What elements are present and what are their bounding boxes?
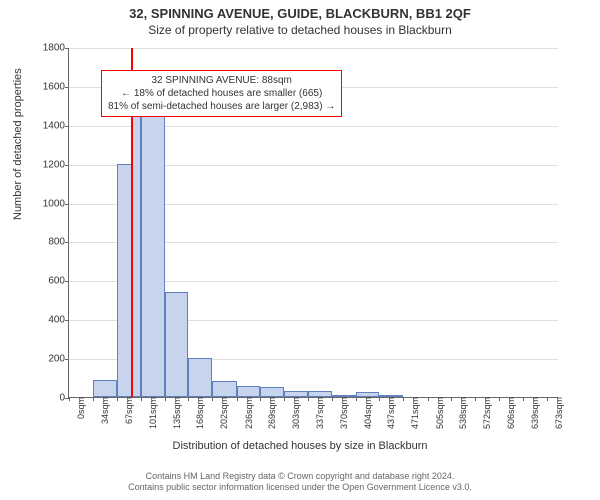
- x-tick-mark: [237, 397, 238, 401]
- footer-line-1: Contains HM Land Registry data © Crown c…: [0, 471, 600, 483]
- y-tick-mark: [65, 48, 69, 49]
- x-tick-label: 269sqm: [263, 397, 277, 429]
- y-tick-mark: [65, 242, 69, 243]
- annotation-line-2: ← 18% of detached houses are smaller (66…: [108, 87, 335, 100]
- x-tick-label: 168sqm: [191, 397, 205, 429]
- x-tick-mark: [403, 397, 404, 401]
- x-tick-label: 202sqm: [215, 397, 229, 429]
- x-tick-mark: [356, 397, 357, 401]
- footer-line-2: Contains public sector information licen…: [0, 482, 600, 494]
- y-tick-mark: [65, 359, 69, 360]
- histogram-bar: [141, 113, 165, 397]
- y-tick-mark: [65, 281, 69, 282]
- histogram-bar: [260, 387, 284, 397]
- x-tick-mark: [141, 397, 142, 401]
- x-tick-label: 404sqm: [359, 397, 373, 429]
- histogram-bar: [165, 292, 188, 397]
- y-tick-mark: [65, 87, 69, 88]
- x-tick-mark: [451, 397, 452, 401]
- histogram-bar: [117, 164, 133, 397]
- y-axis-label: Number of detached properties: [12, 68, 24, 220]
- x-tick-label: 606sqm: [502, 397, 516, 429]
- x-tick-label: 303sqm: [287, 397, 301, 429]
- x-tick-mark: [523, 397, 524, 401]
- footer-attribution: Contains HM Land Registry data © Crown c…: [0, 471, 600, 494]
- x-tick-mark: [499, 397, 500, 401]
- x-tick-label: 337sqm: [311, 397, 325, 429]
- y-tick-mark: [65, 165, 69, 166]
- x-tick-mark: [165, 397, 166, 401]
- x-tick-label: 639sqm: [526, 397, 540, 429]
- x-tick-mark: [117, 397, 118, 401]
- histogram-bar: [237, 386, 260, 397]
- x-tick-label: 437sqm: [382, 397, 396, 429]
- annotation-line-1: 32 SPINNING AVENUE: 88sqm: [108, 74, 335, 87]
- x-tick-mark: [547, 397, 548, 401]
- x-tick-label: 67sqm: [120, 397, 134, 424]
- x-tick-label: 34sqm: [96, 397, 110, 424]
- x-tick-label: 572sqm: [478, 397, 492, 429]
- annotation-box: 32 SPINNING AVENUE: 88sqm← 18% of detach…: [101, 70, 342, 117]
- x-tick-label: 135sqm: [168, 397, 182, 429]
- chart-area: 0200400600800100012001400160018000sqm34s…: [68, 48, 558, 398]
- x-axis-label: Distribution of detached houses by size …: [0, 440, 600, 452]
- x-tick-label: 471sqm: [406, 397, 420, 429]
- histogram-bar: [212, 381, 236, 397]
- x-tick-label: 0sqm: [72, 397, 86, 419]
- page-subtitle: Size of property relative to detached ho…: [0, 21, 600, 37]
- x-tick-mark: [475, 397, 476, 401]
- histogram-bar: [188, 358, 212, 397]
- y-tick-mark: [65, 320, 69, 321]
- y-tick-mark: [65, 126, 69, 127]
- page-title: 32, SPINNING AVENUE, GUIDE, BLACKBURN, B…: [0, 0, 600, 21]
- page-container: 32, SPINNING AVENUE, GUIDE, BLACKBURN, B…: [0, 0, 600, 500]
- y-tick-mark: [65, 204, 69, 205]
- x-tick-mark: [332, 397, 333, 401]
- x-tick-label: 673sqm: [550, 397, 564, 429]
- x-tick-mark: [284, 397, 285, 401]
- x-tick-mark: [260, 397, 261, 401]
- histogram-bar: [93, 380, 116, 398]
- x-tick-mark: [428, 397, 429, 401]
- x-tick-mark: [69, 397, 70, 401]
- x-tick-mark: [308, 397, 309, 401]
- x-tick-mark: [93, 397, 94, 401]
- x-tick-label: 236sqm: [240, 397, 254, 429]
- x-tick-label: 538sqm: [454, 397, 468, 429]
- x-tick-mark: [379, 397, 380, 401]
- x-tick-label: 370sqm: [335, 397, 349, 429]
- x-tick-label: 505sqm: [431, 397, 445, 429]
- x-tick-label: 101sqm: [144, 397, 158, 429]
- x-tick-mark: [188, 397, 189, 401]
- x-tick-mark: [212, 397, 213, 401]
- grid-line: [69, 48, 558, 49]
- annotation-line-3: 81% of semi-detached houses are larger (…: [108, 100, 335, 113]
